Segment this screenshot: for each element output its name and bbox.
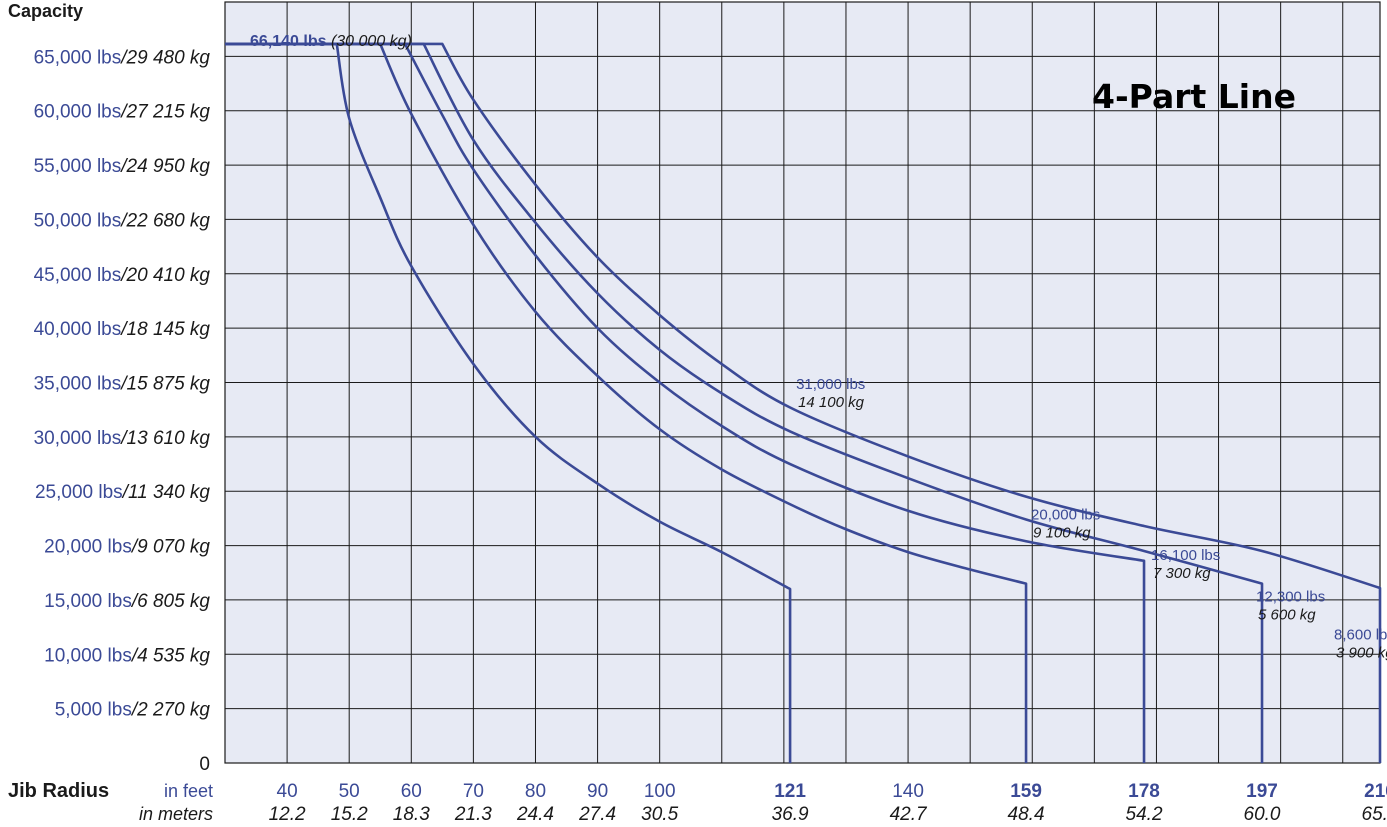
capacity-curve-3 [225,42,1146,763]
end-capacity-kg: 14 100 kg [798,394,865,411]
x-axis-labels: 4012.25015.26018.37021.38024.49027.41003… [269,781,1387,825]
x-tick-meters: 18.3 [393,804,430,825]
y-tick-kg: /11 340 kg [121,482,211,503]
x-tick-feet: 216 [1364,781,1387,802]
x-tick-feet: 40 [277,781,298,802]
x-tick-meters: 15.2 [331,804,368,825]
x-tick-meters: 27.4 [578,804,616,825]
x-tick-meters: 21.3 [454,804,492,825]
y-tick-kg: /24 950 kg [119,156,210,177]
x-tick-meters: 24.4 [516,804,554,825]
y-tick-lbs: 40,000 lbs [34,319,122,340]
y-tick-lbs: 35,000 lbs [34,374,122,395]
y-tick-lbs: 60,000 lbs [34,102,122,123]
x-tick-meters: 12.2 [269,804,306,825]
capacity-curve-5 [225,42,1382,763]
max-capacity-kg: (30 000 kg) [331,33,412,50]
end-capacity-kg: 9 100 kg [1033,525,1091,542]
end-capacity-kg: 3 900 kg [1336,645,1387,662]
y-tick-label: 10,000 lbs/4 535 kg [44,645,210,666]
y-tick-kg: /20 410 kg [119,265,210,286]
x-tick-meters: 54.2 [1126,804,1163,825]
x-tick-feet: 70 [463,781,484,802]
y-tick-lbs: 5,000 lbs [55,700,132,721]
x-tick-meters: 65.8 [1362,804,1387,825]
y-tick-kg: /18 145 kg [119,319,210,340]
y-axis-labels: 65,000 lbs/29 480 kg 60,000 lbs/27 215 kg… [34,47,211,775]
y-tick-label: 35,000 lbs/15 875 kg [34,374,211,395]
end-capacity-lbs: 16,100 lbs [1151,547,1220,564]
x-tick-feet: 100 [644,781,676,802]
y-tick-lbs: 65,000 lbs [34,47,122,68]
y-tick-label: 30,000 lbs/13 610 kg [34,428,211,449]
end-capacity-lbs: 31,000 lbs [796,376,865,393]
x-tick-meters: 48.4 [1008,804,1045,825]
y-tick-lbs: 25,000 lbs [35,482,123,503]
x-unit-meters-label: in meters [139,804,213,824]
y-tick-lbs: 55,000 lbs [34,156,122,177]
y-tick-kg: /22 680 kg [119,210,210,231]
x-axis-title: Jib Radius [8,780,109,802]
y-tick-label-zero: 0 [199,754,210,775]
y-tick-lbs: 45,000 lbs [34,265,122,286]
y-tick-kg: /6 805 kg [130,591,211,612]
max-capacity-label: 66,140 lbs (30 000 kg) [250,33,412,50]
max-capacity-lbs: 66,140 lbs [250,33,331,50]
x-tick-feet: 60 [401,781,422,802]
series-group [225,42,1382,763]
y-tick-lbs: 50,000 lbs [34,210,122,231]
y-tick-lbs: 30,000 lbs [34,428,122,449]
end-capacity-kg: 7 300 kg [1153,565,1211,582]
x-tick-feet: 50 [339,781,360,802]
y-tick-lbs: 10,000 lbs [44,645,132,666]
x-unit-feet-label: in feet [164,781,213,801]
y-tick-label: 40,000 lbs/18 145 kg [34,319,211,340]
y-axis-title: Capacity [8,1,83,21]
x-tick-feet: 121 [774,781,806,802]
y-tick-lbs: 15,000 lbs [44,591,132,612]
x-tick-meters: 60.0 [1244,804,1281,825]
chart-title: 4-Part Line [1092,77,1296,116]
x-tick-feet: 178 [1128,781,1160,802]
end-capacity-lbs: 20,000 lbs [1031,507,1100,524]
y-tick-label: 25,000 lbs/11 340 kg [35,482,210,503]
x-tick-feet: 159 [1010,781,1042,802]
end-capacity-lbs: 8,600 lbs [1334,627,1387,644]
y-tick-kg: /15 875 kg [119,374,210,395]
capacity-curve-4 [225,42,1264,763]
capacity-curve-1 [225,42,792,763]
x-tick-feet: 80 [525,781,546,802]
x-tick-feet: 197 [1246,781,1278,802]
y-tick-label: 55,000 lbs/24 950 kg [34,156,211,177]
y-tick-label: 60,000 lbs/27 215 kg [34,102,211,123]
y-tick-kg: /2 270 kg [130,700,211,721]
y-tick-label: 50,000 lbs/22 680 kg [34,210,211,231]
x-tick-meters: 36.9 [772,804,809,825]
x-tick-meters: 30.5 [641,804,678,825]
x-tick-feet: 90 [587,781,608,802]
y-tick-kg: /4 535 kg [130,645,211,666]
y-tick-kg: /13 610 kg [119,428,210,449]
capacity-curve-2 [225,42,1028,763]
y-tick-kg: /9 070 kg [130,537,211,558]
y-tick-label: 45,000 lbs/20 410 kg [34,265,211,286]
grid [224,1,1381,764]
plot-frame [224,1,1381,764]
y-tick-label: 20,000 lbs/9 070 kg [44,537,210,558]
x-tick-meters: 42.7 [890,804,928,825]
y-tick-label: 15,000 lbs/6 805 kg [44,591,210,612]
y-tick-kg: /27 215 kg [119,102,210,123]
y-tick-label: 65,000 lbs/29 480 kg [34,47,211,68]
end-capacity-kg: 5 600 kg [1258,606,1316,623]
y-tick-label: 5,000 lbs/2 270 kg [55,700,211,721]
y-tick-lbs: 20,000 lbs [44,537,132,558]
x-tick-feet: 140 [892,781,924,802]
y-tick-kg: /29 480 kg [119,47,210,68]
end-capacity-lbs: 12,300 lbs [1256,588,1325,605]
